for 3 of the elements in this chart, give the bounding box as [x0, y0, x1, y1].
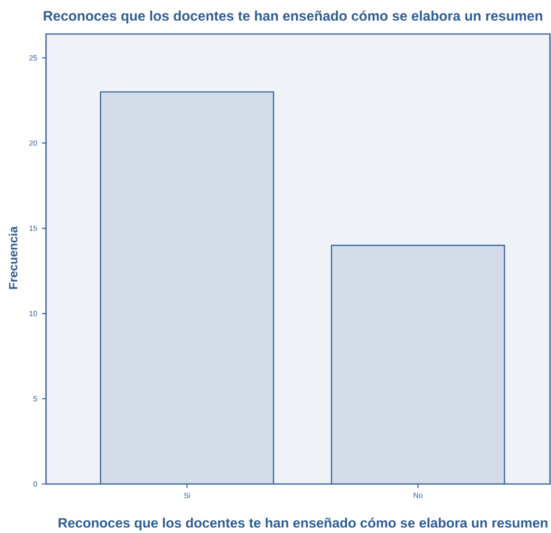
y-axis-title: Frecuencia	[8, 226, 18, 289]
chart-title: Reconoces que los docentes te han enseñado cómo se elabora un resumen	[44, 10, 542, 24]
x-axis-title: Reconoces que los docentes te han enseñado cómo se elabora un resumen	[58, 518, 548, 530]
